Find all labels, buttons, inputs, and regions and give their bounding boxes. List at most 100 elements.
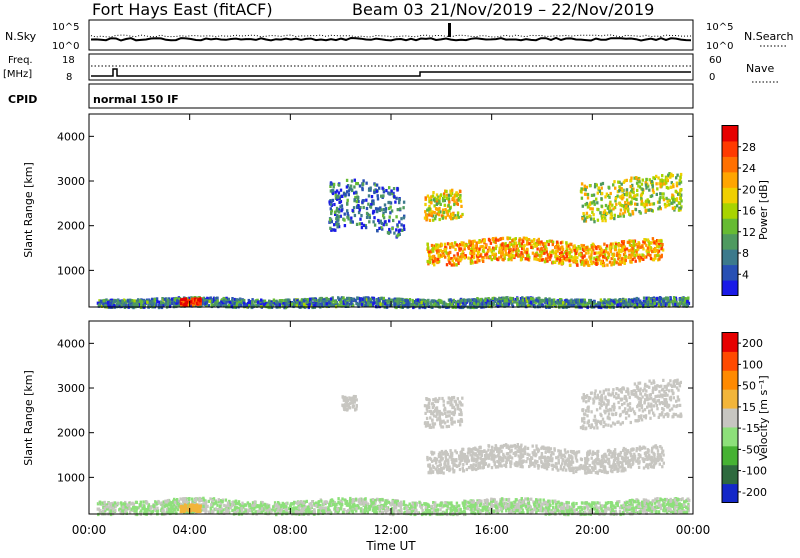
echo-cell: [652, 184, 654, 187]
echo-cell: [515, 241, 517, 244]
echo-cell: [579, 247, 581, 250]
echo-cell: [602, 255, 604, 258]
echo-cell: [591, 251, 593, 254]
echo-cell: [459, 196, 461, 199]
power-echo-marks: [97, 172, 690, 309]
colorbar-swatch: [722, 172, 738, 188]
echo-cell: [374, 224, 376, 227]
echo-cell: [279, 303, 281, 306]
echo-cell: [634, 203, 636, 206]
echo-cell: [356, 206, 358, 209]
echo-cell: [451, 242, 453, 245]
echo-cell: [330, 297, 332, 300]
echo-cell: [621, 204, 623, 207]
echo-cell: [492, 238, 494, 241]
echo-cell: [659, 206, 661, 209]
echo-cell: [485, 244, 487, 247]
echo-cell: [501, 247, 503, 250]
echo-cell: [335, 223, 337, 226]
echo-cell: [609, 203, 611, 206]
echo-cell: [620, 209, 622, 212]
echo-cell: [478, 259, 480, 262]
echo-cell: [590, 218, 592, 221]
echo-cell: [286, 303, 288, 306]
echo-cell: [276, 301, 278, 304]
echo-cell: [605, 250, 607, 253]
echo-cell: [624, 251, 626, 254]
echo-cell: [660, 182, 662, 185]
nave-tick-high: 60: [709, 55, 722, 66]
noise-panel-frame: [89, 20, 693, 50]
echo-cell: [361, 298, 363, 301]
echo-cell: [653, 202, 655, 205]
echo-cell: [257, 301, 259, 304]
echo-cell: [548, 302, 550, 305]
echo-cell: [427, 247, 429, 250]
echo-cell: [273, 299, 275, 302]
echo-cell: [609, 206, 611, 209]
echo-cell: [568, 247, 570, 250]
echo-cell: [618, 189, 620, 192]
echo-cell: [352, 221, 354, 224]
echo-cell: [427, 299, 429, 302]
echo-cell: [336, 215, 338, 218]
echo-cell: [656, 297, 658, 300]
echo-cell: [607, 256, 609, 259]
echo-cell: [199, 299, 201, 302]
power-colorbar-label: Power [dB]: [757, 180, 770, 240]
echo-cell: [568, 259, 570, 262]
echo-cell: [595, 262, 597, 265]
echo-cell: [375, 207, 377, 210]
echo-cell: [584, 193, 586, 196]
echo-cell: [167, 302, 169, 305]
echo-cell: [648, 189, 650, 192]
cpid-mode: normal 150 IF: [93, 93, 179, 106]
echo-cell: [428, 207, 430, 210]
echo-cell: [440, 249, 442, 252]
echo-cell: [491, 252, 493, 255]
echo-cell: [338, 184, 340, 187]
echo-cell: [608, 196, 610, 199]
echo-cell: [175, 305, 177, 308]
colorbar-tick-label: 20: [742, 183, 756, 196]
echo-cell: [632, 300, 634, 303]
echo-cell: [662, 300, 664, 303]
echo-cell: [438, 213, 440, 216]
colorbar-swatch: [722, 203, 738, 219]
echo-cell: [477, 303, 479, 306]
echo-cell: [451, 213, 453, 216]
echo-cell: [613, 180, 615, 183]
echo-cell: [638, 257, 640, 260]
echo-cell: [658, 201, 660, 204]
echo-cell: [532, 300, 534, 303]
echo-cell: [624, 262, 626, 265]
echo-cell: [628, 249, 630, 252]
echo-cell: [609, 247, 611, 250]
echo-cell: [499, 238, 501, 241]
echo-cell: [380, 220, 382, 223]
echo-cell: [621, 189, 623, 192]
echo-cell: [653, 241, 655, 244]
echo-cell: [359, 218, 361, 221]
echo-cell: [341, 195, 343, 198]
echo-cell: [171, 298, 173, 301]
echo-cell: [458, 504, 460, 507]
echo-cell: [516, 297, 518, 300]
echo-region-main-band: [426, 236, 664, 267]
echo-cell: [610, 263, 612, 266]
echo-cell: [543, 252, 545, 255]
echo-cell: [635, 251, 637, 254]
echo-cell: [432, 255, 434, 258]
echo-cell: [644, 300, 646, 303]
echo-cell: [527, 258, 529, 261]
echo-cell: [321, 303, 323, 306]
echo-cell: [340, 209, 342, 212]
echo-cell: [508, 303, 510, 306]
echo-cell: [407, 302, 409, 305]
echo-cell: [449, 207, 451, 210]
echo-cell: [394, 299, 396, 302]
echo-cell: [585, 246, 587, 249]
echo-cell: [301, 302, 303, 305]
echo-region-sparse-scatter: [328, 179, 405, 239]
